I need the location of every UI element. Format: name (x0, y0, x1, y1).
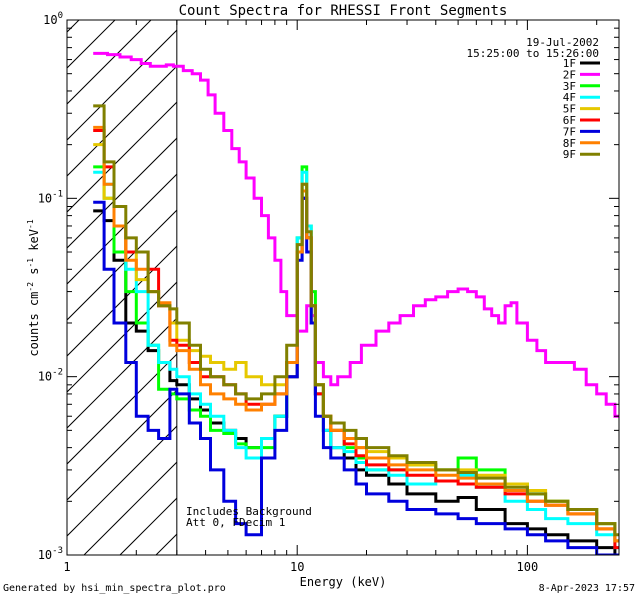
legend-label-1F: 1F (563, 57, 576, 70)
x-tick-label: 10 (290, 560, 304, 574)
footer-generated: Generated by hsi_min_spectra_plot.pro (3, 583, 226, 594)
hatch-line (67, 209, 177, 321)
x-axis-label: Energy (keV) (300, 575, 387, 589)
legend-label-8F: 8F (563, 137, 576, 150)
series-2F (93, 51, 619, 418)
hatch-line (0, 20, 43, 555)
y-tick-label: 10-3 (38, 546, 63, 562)
y-tick-label: 10-2 (38, 368, 63, 384)
time-range-label: 15:25:00 to 15:26:00 (467, 47, 599, 60)
hatch-line (588, 20, 640, 555)
hatch-line (516, 20, 640, 555)
hatched-region (0, 20, 640, 555)
hatch-line (67, 281, 177, 393)
annotation-background: Includes Background (186, 505, 312, 518)
y-tick-label: 100 (43, 11, 63, 27)
annotation-attenuator: Att 0, FDecim 1 (186, 516, 285, 529)
hatch-line (67, 20, 116, 69)
plot-frame (66, 19, 620, 556)
series-8F (93, 125, 619, 543)
date-label: 19-Jul-2002 (526, 36, 599, 49)
legend-label-9F: 9F (563, 148, 576, 161)
y-axis-label: counts cm-2 s-1 keV-1 (26, 219, 41, 356)
x-tick-label: 100 (517, 560, 539, 574)
hatch-line (67, 389, 177, 501)
hatch-line (624, 20, 640, 555)
hatch-line (83, 461, 177, 555)
legend-label-2F: 2F (563, 68, 576, 81)
x-tick-labels: 1 10 100 (63, 560, 538, 574)
footer-timestamp: 8-Apr-2023 17:57 (538, 583, 635, 594)
series-9F (93, 104, 619, 537)
series-layer (93, 51, 619, 555)
x-tick-label: 1 (63, 560, 70, 574)
hatch-line (67, 245, 177, 357)
legend-label-3F: 3F (563, 80, 576, 93)
chart-title: Count Spectra for RHESSI Front Segments (179, 3, 508, 19)
hatch-line (0, 20, 7, 555)
hatch-line (67, 65, 177, 177)
hatch-line (67, 101, 177, 213)
hatch-line (67, 425, 177, 537)
series-3F (93, 165, 619, 543)
legend-label-7F: 7F (563, 125, 576, 138)
y-tick-labels: 10-3 10-2 10-1 100 (38, 11, 63, 562)
y-tick-label: 10-1 (38, 189, 63, 205)
hatch-line (67, 29, 177, 141)
legend-label-4F: 4F (563, 91, 576, 104)
axis-ticks (66, 19, 619, 556)
legend-label-6F: 6F (563, 114, 576, 127)
legend-label-5F: 5F (563, 103, 576, 116)
